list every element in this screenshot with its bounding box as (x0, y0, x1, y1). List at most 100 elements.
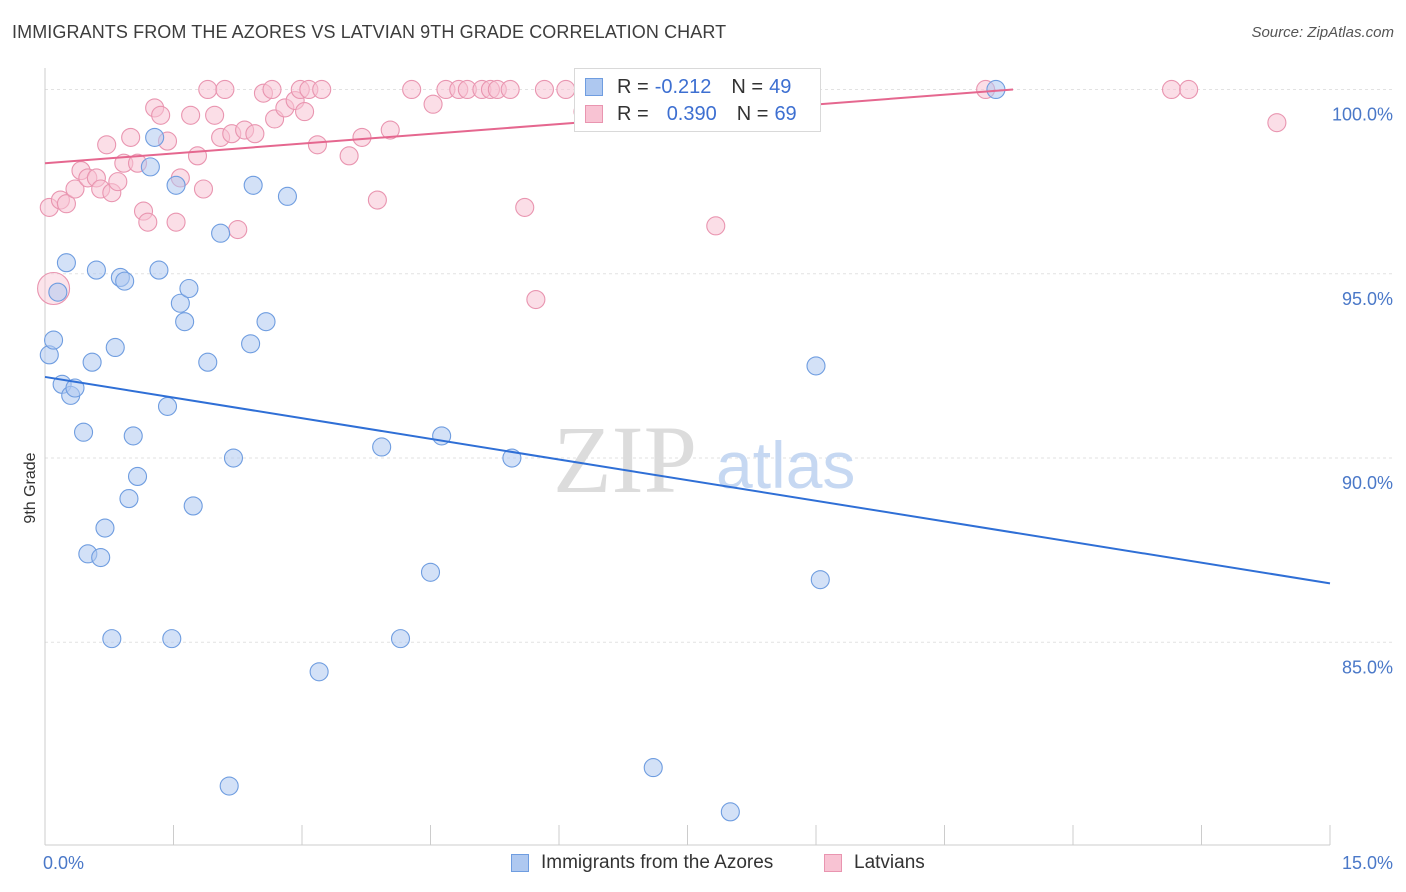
latvian-point (352, 127, 372, 147)
azores-point (643, 758, 663, 778)
latvian-point (312, 79, 332, 100)
azores-point (372, 437, 392, 457)
latvian-point (423, 94, 443, 114)
y-tick-label: 85.0% (1342, 657, 1393, 677)
source-credit: Source: ZipAtlas.com (1251, 24, 1394, 41)
azores-point (241, 334, 261, 354)
azores-point (82, 352, 102, 372)
azores-point (309, 662, 329, 682)
azores-point (243, 175, 263, 195)
latvians-swatch (585, 105, 603, 123)
latvian-point (121, 127, 141, 147)
axes (44, 68, 1331, 846)
azores-points (39, 79, 1006, 822)
gridlines (45, 88, 1395, 643)
latvian-point (526, 290, 546, 310)
legend-item-azores[interactable]: Immigrants from the Azores (511, 852, 773, 874)
azores-point (149, 260, 169, 280)
stats-row-azores: R = -0.212 N = 49 (585, 74, 791, 100)
azores-point (119, 489, 139, 509)
azores-point (65, 378, 85, 398)
legend-label-latvians: Latvians (854, 852, 925, 873)
latvian-point (138, 212, 158, 232)
azores-point (56, 253, 76, 273)
latvian-trend-line (44, 88, 1014, 165)
latvian-point (307, 135, 327, 155)
latvian-point (402, 79, 422, 100)
latvian-point (339, 146, 359, 166)
latvian-point (1267, 113, 1287, 133)
stats-row-latvians: R = 0.390 N = 69 (585, 101, 797, 127)
azores-point (390, 629, 411, 649)
azores-point (175, 312, 195, 332)
latvian-point (515, 197, 535, 217)
latvian-point (108, 172, 128, 192)
y-axis-label: 9th Grade (22, 452, 39, 523)
azores-point (166, 175, 186, 195)
azores-swatch (585, 78, 603, 96)
latvian-point (367, 190, 387, 210)
latvian-point (97, 135, 117, 155)
azores-point (223, 448, 244, 468)
azores-point (810, 570, 830, 590)
y-tick-label: 95.0% (1342, 289, 1393, 309)
y-tick-label: 90.0% (1342, 473, 1393, 493)
azores-point (162, 629, 182, 649)
azores-trend-line (44, 375, 1331, 585)
latvian-point (534, 79, 554, 100)
latvian-point (166, 212, 186, 232)
latvian-point (706, 216, 726, 236)
n-value: 69 (774, 102, 797, 125)
latvian-point (187, 146, 208, 166)
x-tick-label: 15.0% (1342, 853, 1393, 873)
azores-point (179, 278, 199, 299)
n-label: N = (731, 75, 764, 98)
latvian-point (500, 79, 520, 100)
latvian-point (198, 79, 218, 100)
azores-point (123, 426, 143, 446)
latvian-point (215, 79, 235, 100)
watermark-zip: ZIP (553, 406, 697, 513)
chart-title: IMMIGRANTS FROM THE AZORES VS LATVIAN 9T… (12, 22, 727, 42)
azores-point (211, 223, 231, 243)
azores-point (277, 186, 297, 206)
y-tick-label: 100.0% (1332, 104, 1393, 124)
azores-point (145, 127, 165, 147)
r-label: R = (617, 102, 649, 125)
trend-lines (44, 88, 1331, 585)
azores-point (86, 260, 106, 280)
azores-point (170, 293, 190, 313)
latvian-point (151, 105, 171, 125)
azores-point (720, 802, 740, 822)
latvian-point (193, 179, 214, 199)
azores-point (91, 547, 111, 568)
azores-point (74, 422, 94, 442)
r-label: R = (617, 75, 649, 98)
watermark: ZIP atlas (553, 406, 855, 513)
n-label: N = (736, 102, 769, 125)
n-value: 49 (769, 75, 792, 98)
x-tick-label: 0.0% (43, 853, 84, 873)
azores-point (140, 157, 160, 177)
azores-point (219, 776, 239, 796)
latvian-point (380, 120, 400, 140)
azores-point (102, 629, 122, 649)
tick-labels: 85.0% 90.0% 95.0% 100.0% 0.0% 15.0% (43, 104, 1393, 873)
latvian-point (205, 105, 225, 125)
legend-label-azores: Immigrants from the Azores (541, 852, 774, 873)
azores-point (105, 337, 125, 358)
azores-point (48, 282, 68, 302)
latvian-point (295, 102, 315, 122)
azores-point (95, 518, 115, 538)
legend-item-latvians[interactable]: Latvians (824, 852, 925, 874)
azores-point (198, 352, 218, 372)
azores-point (183, 496, 203, 516)
latvians-legend-swatch (824, 854, 842, 872)
latvian-point (56, 194, 76, 214)
latvian-point (245, 124, 265, 144)
azores-point (115, 271, 135, 291)
azores-point (256, 312, 276, 332)
azores-point (806, 356, 826, 376)
r-value: 0.390 (666, 102, 717, 125)
